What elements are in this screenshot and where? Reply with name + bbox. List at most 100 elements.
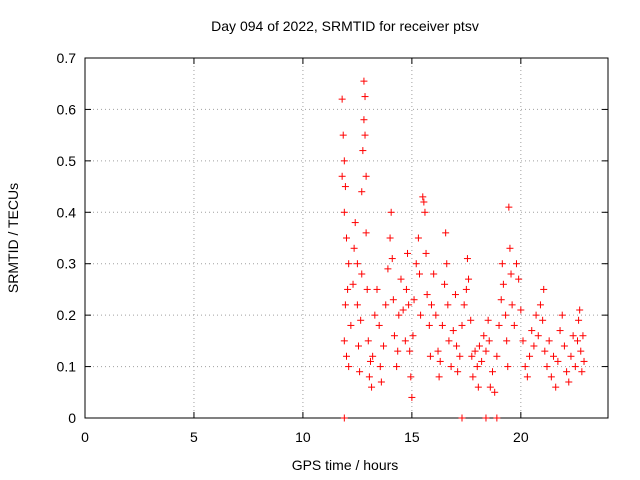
data-point bbox=[540, 285, 548, 293]
data-point bbox=[493, 414, 501, 422]
data-point bbox=[338, 172, 346, 180]
data-point bbox=[536, 301, 544, 309]
data-point bbox=[340, 414, 348, 422]
data-point bbox=[563, 368, 571, 376]
data-point bbox=[510, 321, 518, 329]
data-point bbox=[382, 301, 390, 309]
data-point bbox=[482, 347, 490, 355]
data-point bbox=[560, 342, 568, 350]
data-point bbox=[453, 342, 461, 350]
data-point bbox=[419, 193, 427, 201]
data-point bbox=[478, 357, 486, 365]
data-point bbox=[469, 373, 477, 381]
data-point bbox=[573, 337, 581, 345]
y-tick-label: 0.5 bbox=[57, 153, 77, 169]
y-tick-label: 0.6 bbox=[57, 101, 77, 117]
data-point bbox=[499, 280, 507, 288]
data-point bbox=[519, 337, 527, 345]
data-point bbox=[521, 363, 529, 371]
data-point bbox=[434, 347, 442, 355]
data-point bbox=[369, 352, 377, 360]
data-point bbox=[384, 265, 392, 273]
data-point bbox=[338, 95, 346, 103]
data-point bbox=[373, 285, 381, 293]
x-tick-label: 0 bbox=[81, 429, 89, 445]
data-point bbox=[458, 321, 466, 329]
data-point bbox=[397, 275, 405, 283]
data-point bbox=[503, 337, 511, 345]
data-point bbox=[435, 373, 443, 381]
data-point bbox=[554, 357, 562, 365]
data-point bbox=[441, 280, 449, 288]
data-point bbox=[421, 208, 429, 216]
data-point bbox=[343, 234, 350, 242]
data-point bbox=[360, 116, 368, 124]
y-tick-label: 0.3 bbox=[57, 256, 77, 272]
data-point bbox=[547, 373, 555, 381]
data-point bbox=[344, 285, 352, 293]
data-point bbox=[417, 311, 425, 319]
data-point bbox=[498, 260, 506, 268]
x-tick-label: 10 bbox=[295, 429, 311, 445]
data-point bbox=[387, 208, 395, 216]
data-point bbox=[354, 342, 362, 350]
data-point bbox=[349, 280, 357, 288]
data-point bbox=[365, 373, 373, 381]
data-point bbox=[368, 383, 376, 391]
data-point bbox=[543, 363, 551, 371]
data-point bbox=[493, 352, 501, 360]
data-point bbox=[410, 296, 418, 304]
data-point bbox=[456, 352, 464, 360]
data-point bbox=[409, 332, 417, 340]
data-point bbox=[358, 270, 366, 278]
data-point bbox=[556, 327, 564, 335]
data-point bbox=[485, 337, 493, 345]
data-point bbox=[550, 352, 558, 360]
data-point bbox=[407, 373, 415, 381]
chart-title: Day 094 of 2022, SRMTID for receiver pts… bbox=[211, 18, 479, 34]
data-point bbox=[405, 301, 413, 309]
data-point bbox=[389, 296, 397, 304]
data-point bbox=[363, 285, 371, 293]
data-points bbox=[338, 77, 588, 422]
data-point bbox=[486, 383, 494, 391]
data-point bbox=[497, 296, 505, 304]
data-point bbox=[569, 332, 577, 340]
data-point bbox=[530, 342, 538, 350]
data-point bbox=[425, 321, 433, 329]
data-point bbox=[506, 244, 514, 252]
data-point bbox=[445, 337, 453, 345]
data-point bbox=[377, 378, 385, 386]
data-point bbox=[523, 373, 531, 381]
data-point bbox=[579, 332, 587, 340]
axis-ticks: 0 0.1 0.2 0.3 0.4 0.5 0.6 0.7 0 5 10 15 20 bbox=[57, 50, 608, 445]
data-point bbox=[353, 301, 361, 309]
data-point bbox=[447, 363, 455, 371]
data-point bbox=[578, 368, 586, 376]
data-point bbox=[406, 347, 414, 355]
data-point bbox=[449, 327, 457, 335]
data-point bbox=[366, 357, 374, 365]
data-point bbox=[534, 332, 542, 340]
x-tick-label: 15 bbox=[404, 429, 420, 445]
x-tick-label: 5 bbox=[190, 429, 198, 445]
data-point bbox=[402, 285, 410, 293]
data-point bbox=[495, 321, 503, 329]
data-point bbox=[515, 275, 523, 283]
data-point bbox=[436, 357, 444, 365]
data-point bbox=[427, 301, 435, 309]
data-point bbox=[414, 234, 422, 242]
data-point bbox=[362, 172, 370, 180]
data-point bbox=[576, 306, 584, 314]
data-point bbox=[580, 357, 588, 365]
data-point bbox=[460, 301, 468, 309]
data-point bbox=[474, 383, 482, 391]
y-axis-title: SRMTID / TECUs bbox=[5, 183, 21, 293]
data-point bbox=[528, 327, 536, 335]
data-point bbox=[422, 249, 430, 257]
data-point bbox=[364, 337, 372, 345]
data-point bbox=[442, 229, 450, 237]
grid bbox=[85, 58, 608, 418]
data-point bbox=[467, 316, 475, 324]
data-point bbox=[571, 363, 579, 371]
